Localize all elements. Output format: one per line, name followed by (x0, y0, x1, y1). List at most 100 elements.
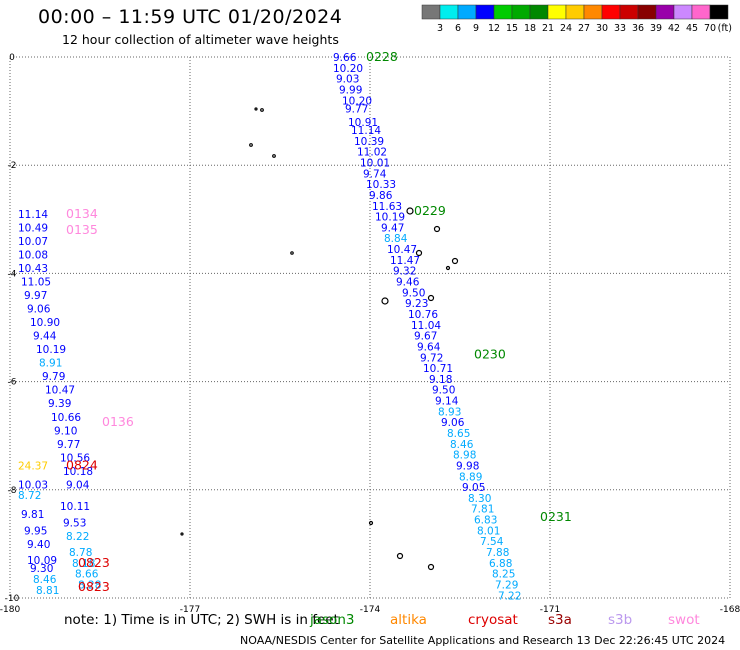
jason3-value: 10.76 (408, 309, 438, 321)
cryosat-value: 8.78 (69, 547, 92, 559)
cryosat-value: 8.66 (75, 569, 99, 581)
jason3-value: 10.19 (375, 212, 405, 224)
time-label: 0230 (474, 347, 506, 362)
colorbar-swatch (421, 4, 441, 20)
satellite-altika: altika (390, 612, 427, 628)
cryosat-value: 9.81 (21, 509, 44, 521)
swot-value: 10.07 (18, 236, 48, 248)
swot-value: 10.90 (30, 317, 60, 329)
cryosat-value: 9.30 (30, 563, 53, 575)
cryosat-value: 8.72 (18, 490, 41, 502)
x-tick-label: -171 (540, 605, 560, 615)
colorbar-label: 9 (473, 23, 479, 34)
time-label: 0228 (366, 49, 398, 64)
island-outline (396, 552, 404, 560)
x-tick-label: -168 (720, 605, 740, 615)
chart-title: 00:00 – 11:59 UTC 01/20/2024 (38, 6, 343, 28)
island-outline (415, 249, 423, 257)
colorbar-label: 18 (524, 23, 536, 34)
jason3-value: 10.47 (387, 244, 417, 256)
chart-subtitle: 12 hour collection of altimeter wave hei… (62, 32, 339, 47)
jason3-value: 9.14 (435, 396, 459, 408)
colorbar-label: 24 (560, 23, 572, 34)
jason3-value: 7.88 (486, 547, 509, 559)
colorbar-swatch (457, 4, 477, 20)
cryosat-value: 9.95 (24, 525, 47, 537)
colorbar-swatch (511, 4, 531, 20)
cryosat-value: 9.40 (27, 539, 50, 551)
colorbar-swatch (493, 4, 513, 20)
colorbar-label: 33 (614, 23, 626, 34)
colorbar-swatch (709, 4, 729, 20)
colorbar-label: 70 (704, 23, 716, 34)
x-tick-label: -180 (0, 605, 20, 615)
jason3-value: 8.84 (384, 233, 408, 245)
jason3-value: 8.98 (453, 450, 476, 462)
swot-value: 10.49 (18, 222, 48, 234)
island-outline (427, 294, 435, 302)
colorbar-label: 45 (686, 23, 698, 34)
jason3-value: 11.63 (372, 201, 402, 213)
swot-value: 9.10 (54, 425, 77, 437)
swot-value: 9.39 (48, 398, 71, 410)
jason3-value: 11.02 (357, 147, 387, 159)
footnote: note: 1) Time is in UTC; 2) SWH is in fe… (64, 612, 339, 628)
jason3-value: 9.72 (420, 352, 443, 364)
island-outline (260, 108, 264, 112)
colorbar-swatch (691, 4, 711, 20)
colorbar-label: 36 (632, 23, 644, 34)
jason3-value: 10.33 (366, 179, 396, 191)
colorbar-label: 3 (437, 23, 443, 34)
colorbar-unit: (ft) (718, 23, 732, 34)
jason3-value: 6.83 (474, 515, 497, 527)
cryosat-value: 9.53 (63, 517, 86, 529)
swot-value: 9.44 (33, 331, 57, 343)
island-outline (254, 107, 258, 111)
jason3-value: 8.01 (477, 525, 500, 537)
colorbar-label: 30 (596, 23, 608, 34)
jason3-value: 8.46 (450, 439, 474, 451)
jason3-value: 9.66 (333, 52, 357, 64)
axis-ticks: -180-177-174-171-168-160-2-4-6-8-10 (0, 53, 740, 615)
jason3-value: 9.64 (417, 341, 441, 353)
colorbar-swatch (565, 4, 585, 20)
island-outline (381, 297, 389, 305)
island-outline (290, 251, 294, 255)
jason3-value: 9.67 (414, 331, 437, 343)
island-outline (433, 225, 441, 233)
colorbar-label: 27 (578, 23, 590, 34)
colorbar-label: 6 (455, 23, 461, 34)
time-label: 0135 (66, 222, 98, 237)
colorbar-swatch (637, 4, 657, 20)
swot-value: 9.97 (24, 290, 47, 302)
time-label: 0823 (78, 579, 110, 594)
swot-value: 9.06 (27, 304, 51, 316)
y-tick-label: 0 (9, 53, 15, 63)
colorbar-swatch (529, 4, 549, 20)
jason3-value: 10.39 (354, 136, 384, 148)
island-outline (249, 143, 253, 147)
cryosat-value: 8.46 (33, 574, 57, 586)
credit-line: NOAA/NESDIS Center for Satellite Applica… (240, 634, 726, 647)
swot-value: 10.19 (36, 344, 66, 356)
cryosat-value: 10.11 (60, 501, 90, 513)
island-outline (368, 520, 374, 526)
wave-height-labels: 9.6610.209.039.9910.209.7710.9111.1410.3… (18, 52, 521, 602)
swot-value: 9.79 (42, 371, 65, 383)
colorbar-label: 42 (668, 23, 680, 34)
time-label: 0136 (102, 414, 134, 429)
island-outline (180, 532, 184, 536)
cryosat-value: 24.37 (18, 460, 48, 472)
jason3-value: 10.71 (423, 363, 453, 375)
y-tick-label: -8 (8, 486, 17, 496)
jason3-value: 9.47 (381, 222, 404, 234)
jason3-value: 9.86 (369, 190, 393, 202)
jason3-value: 9.32 (393, 266, 416, 278)
jason3-value: 7.54 (480, 536, 504, 548)
colorbar-swatch (475, 4, 495, 20)
jason3-value: 9.77 (345, 103, 368, 115)
colorbar-label: 12 (488, 23, 500, 34)
swot-value: 10.66 (51, 412, 81, 424)
jason3-value: 9.98 (456, 460, 479, 472)
